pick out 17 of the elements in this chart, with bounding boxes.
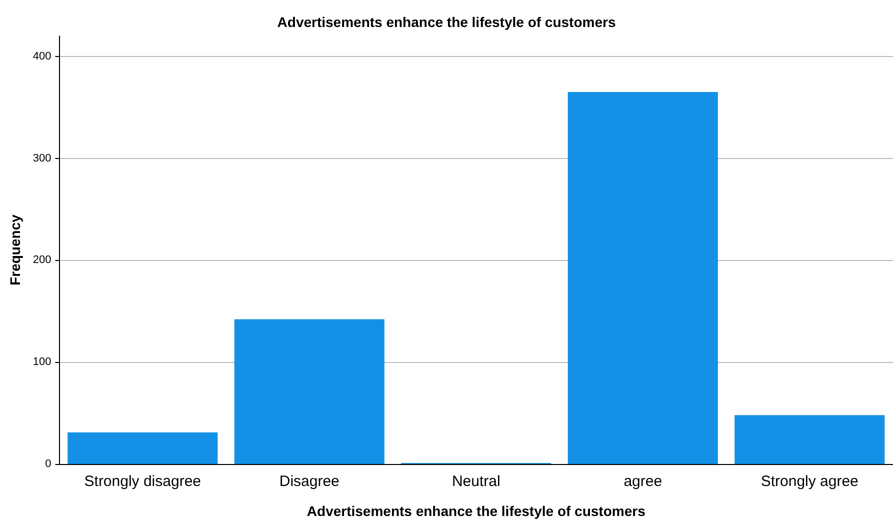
y-tick-label: 300: [32, 152, 52, 164]
y-tick-label: 400: [32, 50, 52, 62]
x-tick-label: Disagree: [279, 473, 340, 490]
bar: [734, 415, 885, 464]
y-tick-label: 0: [45, 458, 52, 470]
x-axis-title: Advertisements enhance the lifestyle of customers: [306, 503, 646, 519]
bar: [234, 319, 384, 464]
y-tick-label: 200: [32, 254, 52, 266]
bar: [568, 92, 718, 464]
chart-title: Advertisements enhance the lifestyle of customers: [277, 14, 616, 30]
y-tick-label: 100: [32, 356, 52, 368]
y-axis-title: Frequency: [7, 214, 23, 286]
x-tick-label: agree: [624, 473, 662, 490]
x-tick-label: Neutral: [452, 473, 500, 490]
x-tick-label: Strongly disagree: [84, 473, 201, 490]
x-tick-label: Strongly agree: [760, 473, 858, 490]
bar: [68, 432, 218, 464]
